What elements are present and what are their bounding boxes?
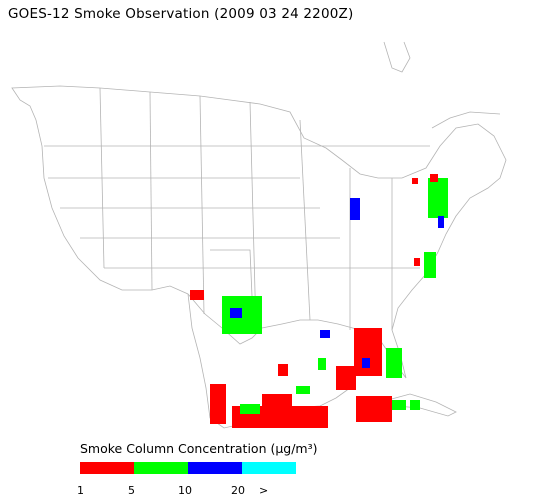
legend-title: Smoke Column Concentration (μg/m³): [80, 441, 318, 456]
smoke-blob: [354, 328, 382, 376]
map-outlines: [11, 41, 507, 379]
smoke-map: [11, 41, 507, 429]
legend-bin: [242, 462, 296, 474]
mexico-coast: [187, 293, 351, 429]
legend-bin: [188, 462, 242, 474]
smoke-blob: [392, 400, 406, 410]
smoke-blob: [412, 178, 418, 184]
smoke-blob: [296, 386, 310, 394]
smoke-blob: [362, 358, 370, 368]
legend-colorbar: [80, 462, 296, 474]
smoke-blob: [350, 198, 360, 220]
smoke-blob: [430, 174, 438, 182]
map-title: GOES-12 Smoke Observation (2009 03 24 22…: [8, 6, 354, 22]
smoke-blob: [278, 364, 288, 376]
smoke-blob: [424, 252, 436, 278]
legend-tick: 10: [178, 484, 192, 497]
smoke-blob: [190, 290, 204, 300]
legend-tick: 1: [77, 484, 84, 497]
smoke-blob: [230, 308, 242, 318]
smoke-blob: [386, 348, 402, 378]
smoke-blob: [210, 384, 226, 424]
smoke-blob: [240, 404, 260, 414]
smoke-blob: [336, 366, 356, 390]
smoke-blob: [318, 358, 326, 370]
legend-bin: [80, 462, 134, 474]
smoke-blob: [356, 396, 392, 422]
smoke-blob: [414, 258, 420, 266]
legend-bin: [134, 462, 188, 474]
smoke-blob: [410, 400, 420, 410]
smoke-blob: [262, 394, 292, 408]
us-outline: [11, 85, 507, 379]
smoke-blob: [320, 330, 330, 338]
legend-tick: >: [259, 484, 269, 497]
smoke-blob: [428, 178, 448, 218]
smoke-blob: [438, 216, 444, 228]
legend-tick: 5: [128, 484, 135, 497]
smoke-detections: [190, 174, 448, 428]
legend-tick: 20: [231, 484, 245, 497]
